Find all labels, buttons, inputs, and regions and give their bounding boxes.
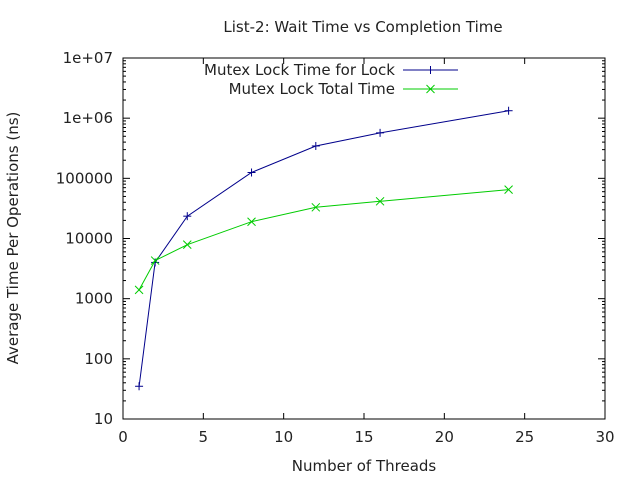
y-tick-label: 10 — [94, 410, 113, 428]
data-point — [376, 128, 385, 137]
legend-label: Mutex Lock Total Time — [229, 80, 395, 98]
x-tick-label: 15 — [354, 428, 373, 446]
marker-stroke — [150, 256, 160, 265]
x-tick-label: 10 — [274, 428, 293, 446]
data-point — [182, 240, 192, 250]
data-point — [135, 382, 144, 391]
marker-stroke — [504, 185, 513, 194]
y-tick-label: 100000 — [56, 169, 113, 187]
y-tick-label: 1e+07 — [63, 49, 113, 67]
series-2 — [134, 185, 513, 295]
axis-ticks: 0 5 10 15 20 25 30 10 100 1000 10000 100000 1e+06 1e+… — [56, 49, 615, 446]
series-line — [138, 110, 509, 387]
data-point — [311, 141, 320, 150]
marker-stroke — [311, 202, 321, 212]
y-axis-label: Average Time Per Operations (ns) — [4, 112, 22, 365]
data-point — [247, 217, 256, 227]
marker-stroke — [375, 196, 385, 206]
plot-frame — [122, 57, 606, 420]
series-layer — [134, 106, 513, 391]
data-point — [311, 202, 321, 212]
data-point — [247, 168, 256, 177]
marker-stroke — [426, 84, 435, 94]
series-line — [138, 189, 509, 291]
y-tick-label: 1e+06 — [63, 109, 113, 127]
x-tick-label: 5 — [199, 428, 209, 446]
chart-title: List-2: Wait Time vs Completion Time — [223, 18, 502, 36]
data-point — [504, 185, 513, 194]
legend-label: Mutex Lock Time for Lock — [204, 61, 395, 79]
y-tick-label: 1000 — [75, 290, 113, 308]
data-point — [150, 256, 160, 265]
x-tick-label: 0 — [118, 428, 128, 446]
data-point — [151, 258, 160, 267]
x-tick-label: 25 — [515, 428, 534, 446]
marker-stroke — [182, 240, 192, 250]
data-point — [504, 106, 513, 115]
legend-entry: Mutex Lock Time for Lock — [204, 61, 458, 79]
marker-stroke — [247, 217, 256, 227]
legend-marker — [426, 66, 435, 74]
data-point — [134, 285, 144, 295]
legend-marker — [426, 84, 435, 94]
x-tick-label: 20 — [435, 428, 454, 446]
y-tick-label: 10000 — [65, 230, 113, 248]
y-tick-label: 100 — [84, 350, 113, 368]
x-axis-label: Number of Threads — [292, 457, 437, 475]
data-point — [375, 196, 385, 206]
marker-stroke — [134, 285, 144, 295]
legend-entry: Mutex Lock Total Time — [229, 80, 458, 98]
x-tick-label: 30 — [595, 428, 614, 446]
data-point — [183, 212, 192, 221]
series-1 — [135, 106, 513, 391]
